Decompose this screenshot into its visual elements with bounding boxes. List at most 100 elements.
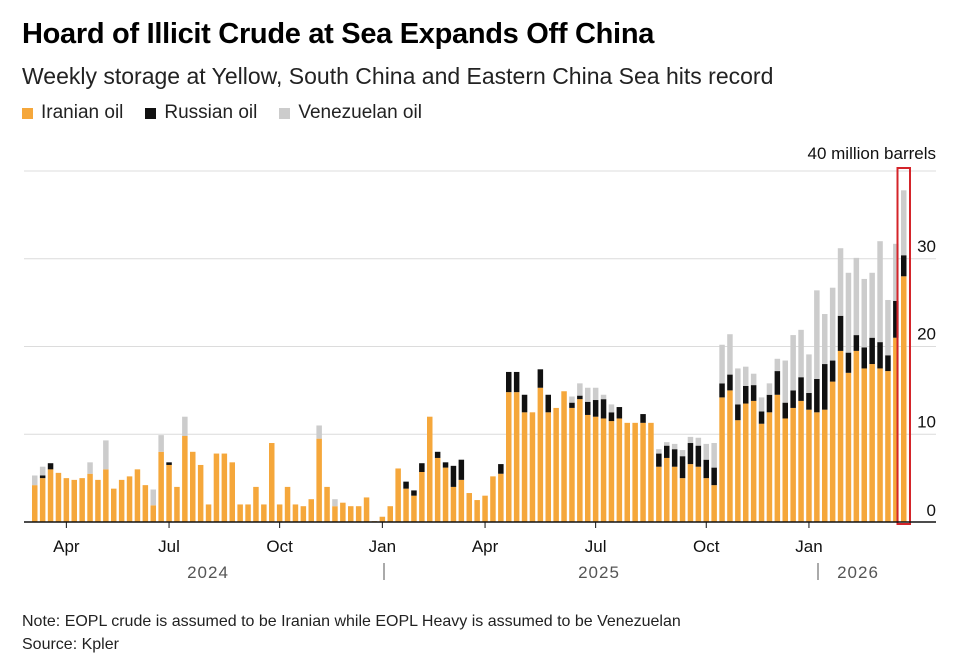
bar-segment-venezuelan <box>577 383 583 396</box>
bar-segment-iranian <box>743 403 749 522</box>
stacked-bar-chart: 0 10 20 30 Apr Jul Oct Jan Apr Jul Oct Jan 2024 2025 2… <box>24 144 936 582</box>
bar-segment-iranian <box>506 392 512 522</box>
bar-segment-iranian <box>695 466 702 522</box>
bar-segment-russian <box>774 371 781 395</box>
bar-segment-venezuelan <box>656 449 662 454</box>
x-tick-label: Jan <box>795 537 822 556</box>
bar-segment-venezuelan <box>837 248 844 316</box>
bar-segment-iranian <box>158 451 164 522</box>
bar-segment-iranian <box>837 350 844 522</box>
bar-segment-iranian <box>664 457 670 522</box>
bar-segment-russian <box>901 255 907 277</box>
x-tick-label: Apr <box>472 537 499 556</box>
bars-layer <box>32 167 911 525</box>
bar-segment-russian <box>758 411 765 424</box>
bar-segment-russian <box>592 400 599 417</box>
bar-segment-iranian <box>877 368 883 522</box>
bar-segment-iranian <box>545 412 551 522</box>
bar-segment-iranian <box>861 368 867 522</box>
bar-segment-venezuelan <box>671 443 678 450</box>
bar-segment-russian <box>845 352 852 373</box>
bar-segment-russian <box>458 459 465 480</box>
footnote: Note: EOPL crude is assumed to be Irania… <box>22 613 681 630</box>
bar-segment-iranian <box>150 505 156 522</box>
bar-segment-russian <box>434 451 441 458</box>
bar-segment-iranian <box>498 473 504 522</box>
bar-segment-venezuelan <box>39 466 46 476</box>
bar-segment-venezuelan <box>861 278 867 348</box>
bar-segment-venezuelan <box>569 396 575 403</box>
bar-segment-iranian <box>419 471 425 522</box>
source-note: Source: Kpler <box>22 636 119 653</box>
bar-segment-russian <box>869 337 875 365</box>
bar-segment-venezuelan <box>814 290 820 379</box>
bar-segment-iranian <box>39 478 46 523</box>
bar-segment-venezuelan <box>103 440 109 470</box>
bar-segment-iranian <box>221 453 228 522</box>
bar-segment-iranian <box>822 409 828 522</box>
bar-segment-iranian <box>166 464 172 522</box>
bar-segment-venezuelan <box>774 358 781 372</box>
bar-segment-venezuelan <box>750 373 757 386</box>
bar-segment-venezuelan <box>332 499 338 507</box>
bar-segment-iranian <box>205 504 212 522</box>
bar-segment-venezuelan <box>758 397 765 412</box>
x-tick-label: Jul <box>158 537 180 556</box>
bar-segment-iranian <box>276 504 283 522</box>
bar-segment-iranian <box>869 364 875 522</box>
bar-segment-iranian <box>798 400 804 522</box>
bar-segment-iranian <box>427 416 433 522</box>
bar-segment-iranian <box>727 390 733 523</box>
bar-segment-iranian <box>434 457 441 522</box>
year-label: 2024 <box>187 563 229 582</box>
bar-segment-iranian <box>174 486 180 522</box>
bar-segment-russian <box>798 377 804 401</box>
bar-segment-iranian <box>229 462 235 522</box>
bar-segment-iranian <box>355 506 362 522</box>
bar-segment-russian <box>513 371 520 393</box>
bar-segment-venezuelan <box>829 287 836 361</box>
bar-segment-russian <box>569 402 575 408</box>
bar-segment-iranian <box>387 506 393 522</box>
bar-segment-russian <box>750 385 757 401</box>
bar-segment-iranian <box>182 436 188 522</box>
bar-segment-venezuelan <box>608 404 615 413</box>
bar-segment-venezuelan <box>679 450 686 457</box>
bar-segment-russian <box>545 394 551 413</box>
bar-segment-iranian <box>348 506 354 522</box>
bar-segment-iranian <box>111 488 117 522</box>
bar-segment-iranian <box>190 451 196 522</box>
bar-segment-venezuelan <box>316 425 322 439</box>
bar-segment-venezuelan <box>600 394 607 400</box>
bar-segment-russian <box>766 394 773 413</box>
bar-segment-russian <box>656 453 662 467</box>
bar-segment-venezuelan <box>735 368 741 405</box>
legend-label-russian: Russian oil <box>164 102 258 123</box>
bar-segment-iranian <box>442 467 449 522</box>
bar-segment-iranian <box>316 438 322 522</box>
bar-segment-iranian <box>608 421 615 522</box>
bar-segment-iranian <box>592 416 599 522</box>
bar-segment-iranian <box>261 504 267 522</box>
bar-segment-iranian <box>213 453 220 522</box>
bar-segment-iranian <box>300 506 307 522</box>
bar-segment-iranian <box>292 504 299 522</box>
bar-segment-iranian <box>893 337 899 522</box>
y-tick-label: 30 <box>917 237 936 256</box>
bar-segment-venezuelan <box>822 314 828 365</box>
bar-segment-russian <box>664 445 670 458</box>
bar-segment-iranian <box>529 412 536 522</box>
bar-segment-iranian <box>679 478 686 523</box>
bar-segment-iranian <box>806 409 812 522</box>
bar-segment-iranian <box>782 418 788 522</box>
bar-segment-russian <box>790 390 796 408</box>
bar-segment-russian <box>600 399 607 419</box>
bar-segment-iranian <box>324 486 330 522</box>
bar-segment-iranian <box>632 422 638 522</box>
bar-segment-iranian <box>521 412 528 522</box>
bar-segment-venezuelan <box>703 443 709 460</box>
bar-segment-iranian <box>79 478 85 523</box>
bar-segment-iranian <box>466 493 472 522</box>
bar-segment-russian <box>853 335 860 351</box>
legend-item-venezuelan: Venezuelan oil <box>279 102 422 124</box>
